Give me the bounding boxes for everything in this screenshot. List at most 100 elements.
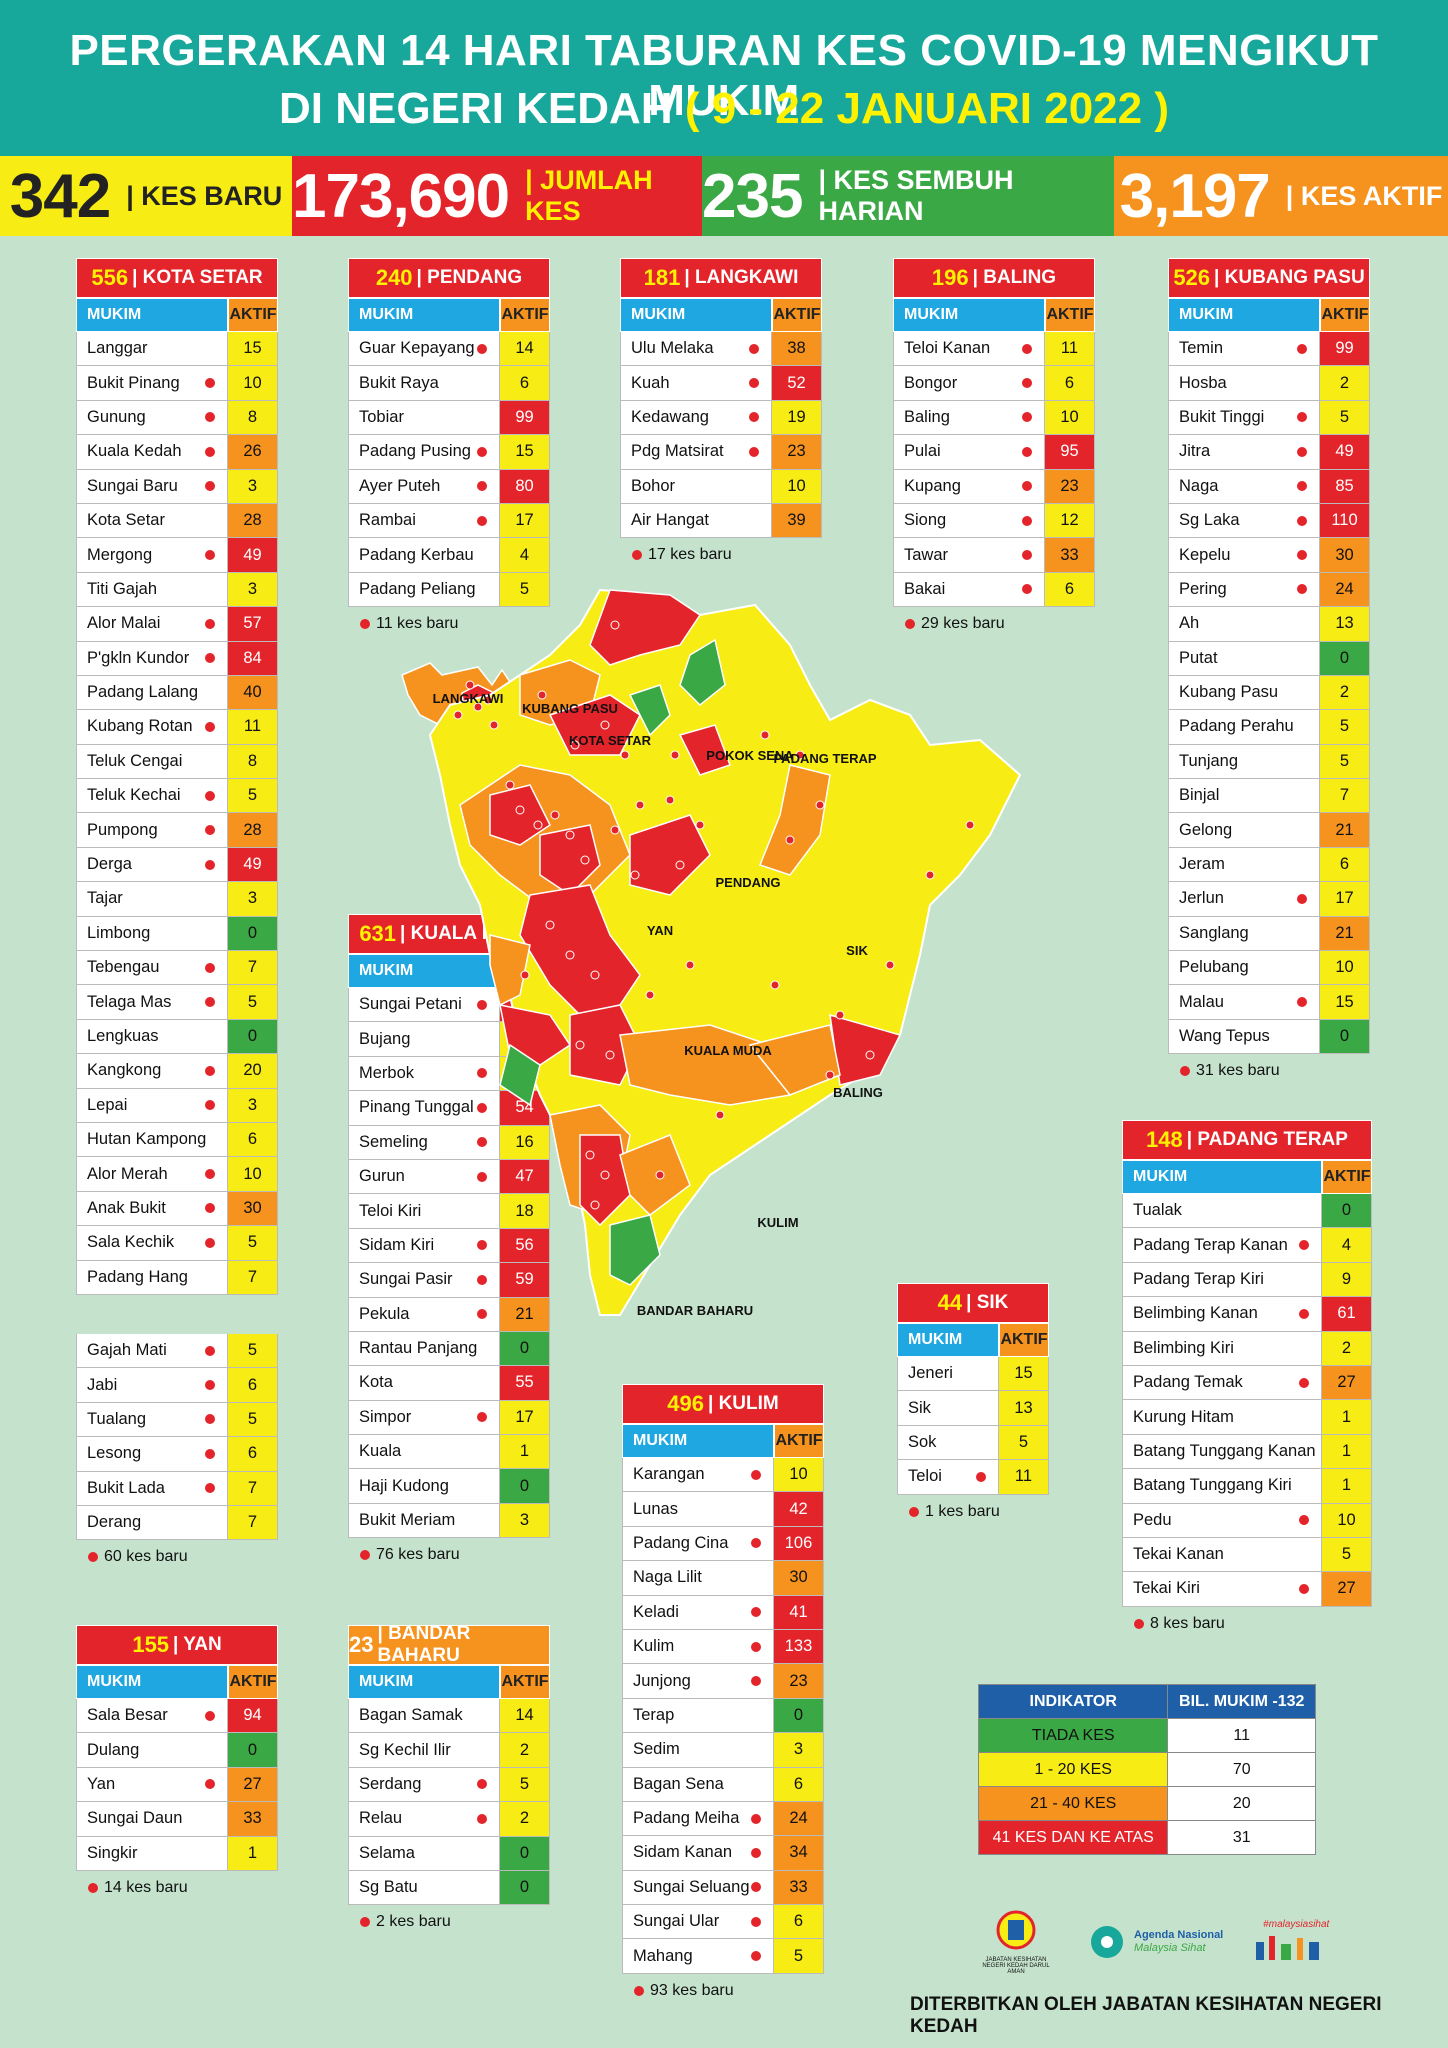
table-row: Kota 55 [348,1366,550,1401]
mukim-name-cell: Rantau Panjang [348,1331,500,1367]
col-aktif-header: AKTIF [500,1665,550,1699]
mukim-name: Pinang Tunggal [359,1098,474,1117]
aktif-value: 6 [774,1905,824,1940]
table-row: Ayer Puteh 80 [348,469,550,504]
aktif-value: 15 [500,435,550,470]
table-row: Pdg Matsirat 23 [620,435,822,470]
aktif-value: 6 [228,1122,278,1158]
aktif-value: 3 [500,1503,550,1539]
new-case-dot-icon [477,515,487,526]
table-row: Sik 13 [897,1391,1049,1426]
mukim-name: Telaga Mas [87,992,172,1011]
mukim-name-cell: Belimbing Kiri [1122,1331,1322,1366]
aktif-value: 10 [1045,400,1095,436]
table-row: Titi Gajah 3 [76,572,278,608]
table-row: Padang Pusing 15 [348,435,550,470]
map-label-kuala-muda: KUALA MUDA [684,1043,772,1058]
table-row: Padang Terap Kanan 4 [1122,1228,1372,1263]
col-mukim-header: MUKIM [76,298,228,332]
mukim-name-cell: Bukit Tinggi [1168,400,1320,436]
new-cases-text: 31 kes baru [1196,1062,1280,1080]
mukim-name: Lesong [87,1444,142,1463]
aktif-value: 49 [228,538,278,573]
stat-value: 3,197 [1119,161,1271,231]
new-cases-note: 93 kes baru [622,1982,824,2000]
red-dot-icon [360,1550,370,1561]
mukim-name-cell: Sungai Pasir [348,1263,500,1298]
mukim-name: Bukit Tinggi [1179,407,1265,426]
new-case-dot-icon [1297,481,1307,492]
panel-total: 155 [132,1632,170,1657]
table-row: Padang Perahu 5 [1168,710,1370,745]
mukim-name: Pedu [1133,1510,1172,1529]
panel-title: 155 | YAN [76,1625,278,1665]
aktif-value: 5 [1322,1537,1372,1573]
mukim-name-cell: Baling [893,400,1045,436]
mukim-name: Guar Kepayang [359,339,475,358]
aktif-value: 3 [774,1733,824,1768]
mukim-name: Pdg Matsirat [631,442,724,461]
new-cases-note: 2 kes baru [348,1913,550,1931]
mukim-name-cell: Titi Gajah [76,572,228,608]
mukim-name: Padang Pusing [359,442,471,461]
mukim-name-cell: Tawar [893,538,1045,573]
mukim-name: Pelubang [1179,958,1249,977]
new-case-dot-icon [205,721,215,732]
mukim-name-cell: Teloi Kanan [893,332,1045,367]
new-case-dot-icon [477,446,487,457]
aktif-value: 106 [774,1526,824,1562]
new-case-dot-icon [751,1641,761,1652]
table-row: Sungai Seluang 33 [622,1870,824,1906]
new-cases-note: 31 kes baru [1168,1062,1370,1080]
mukim-name-cell: Lesong [76,1437,228,1472]
mukim-name: Haji Kudong [359,1476,449,1495]
mukim-name: Sungai Seluang [633,1877,750,1896]
mukim-name: Padang Temak [1133,1373,1243,1392]
mukim-name-cell: Yan [76,1767,228,1803]
mukim-name-cell: Tebengau [76,951,228,986]
mukim-name-cell: Guar Kepayang [348,332,500,367]
mukim-name: Padang Terap Kiri [1133,1269,1264,1288]
table-row: Sungai Ular 6 [622,1905,824,1940]
mukim-name: Bagan Sena [633,1774,724,1793]
mukim-name-cell: Padang Peliang [348,572,500,608]
mukim-name-cell: Alor Merah [76,1157,228,1192]
panel-langkawi: 181 | LANGKAWI MUKIM AKTIF Ulu Melaka 38 Kuah 5… [620,258,822,564]
aktif-value: 99 [1320,332,1370,367]
aktif-value: 33 [774,1870,824,1906]
mukim-name: Lepai [87,1095,128,1114]
new-case-dot-icon [1297,343,1307,354]
red-dot-icon [360,619,370,630]
mukim-name-cell: Sidam Kiri [348,1228,500,1264]
mukim-name: Tawar [904,545,949,564]
table-row: Pelubang 10 [1168,951,1370,986]
mukim-name-cell: Bohor [620,469,772,504]
mukim-name: Kota Setar [87,511,165,530]
aktif-value: 5 [228,1402,278,1438]
table-row: Batang Tunggang Kiri 1 [1122,1469,1372,1504]
aktif-value: 10 [1322,1503,1372,1538]
mukim-name-cell: Langgar [76,332,228,367]
new-cases-text: 2 kes baru [376,1913,451,1931]
mukim-name: Ah [1179,614,1200,633]
aktif-value: 0 [500,1836,550,1871]
panel-title: 556 | KOTA SETAR [76,258,278,298]
mukim-name-cell: Bongor [893,366,1045,401]
aktif-value: 2 [1320,675,1370,711]
new-case-dot-icon [205,1483,215,1494]
mukim-name-cell: Tajar [76,882,228,917]
table-row: Tekai Kiri 27 [1122,1572,1372,1607]
legend-count: 11 [1167,1718,1316,1753]
panel-total: 181 [643,265,681,290]
mukim-name: Naga Lilit [633,1568,702,1587]
table-row: Binjal 7 [1168,779,1370,814]
aktif-value: 7 [1320,779,1370,814]
aktif-value: 0 [228,916,278,952]
table-row: Batang Tunggang Kanan 1 [1122,1434,1372,1470]
mukim-name-cell: Gelong [1168,813,1320,848]
mukim-name-cell: Kuah [620,366,772,401]
mukim-name: Tajar [87,889,123,908]
mukim-name: Gelong [1179,820,1233,839]
